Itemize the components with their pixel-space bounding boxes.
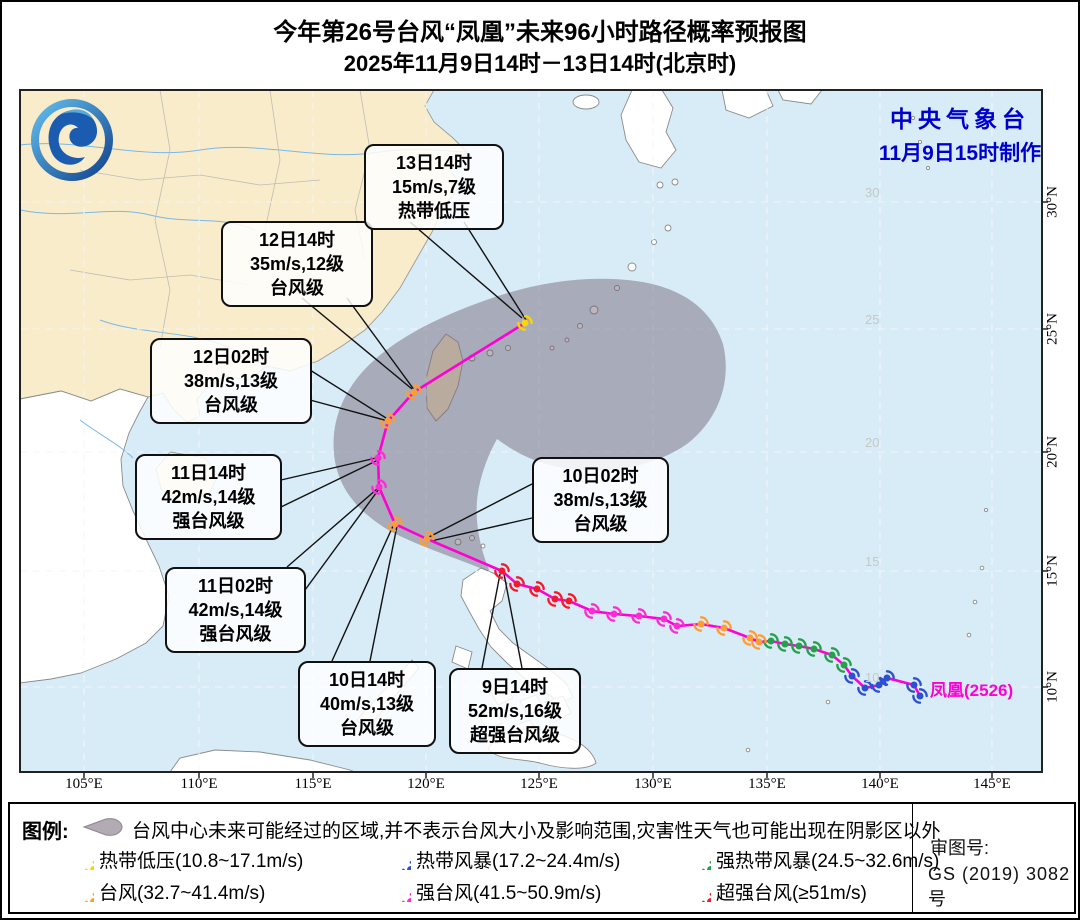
callout-time: 13日14时 bbox=[395, 153, 473, 173]
sts-icon bbox=[702, 861, 720, 879]
license-label: 审图号: bbox=[930, 838, 990, 858]
publisher-block: 中央气象台 11月9日15时制作 bbox=[860, 100, 1060, 167]
ssty-icon bbox=[702, 893, 720, 911]
lon-label: 105°E bbox=[65, 776, 103, 792]
callout-time: 9日14时 bbox=[481, 677, 549, 697]
legend-item-ty: 台风(32.7~41.4m/s) bbox=[78, 878, 266, 911]
callout-12d14h: 12日14时 35m/s,12级 台风级 bbox=[221, 221, 373, 307]
lat-label: 25°N bbox=[1044, 313, 1061, 345]
callout-level: 台风级 bbox=[340, 718, 394, 738]
callout-leader-lines bbox=[280, 221, 533, 669]
svg-text:10: 10 bbox=[865, 670, 879, 685]
callout-wind: 42m/s,14级 bbox=[188, 600, 283, 620]
lon-label: 115°E bbox=[294, 776, 332, 792]
svg-text:30: 30 bbox=[865, 185, 879, 200]
svg-text:15: 15 bbox=[865, 554, 879, 569]
callout-9d14h: 9日14时 52m/s,16级 超强台风级 bbox=[449, 668, 581, 754]
callout-wind: 40m/s,13级 bbox=[319, 694, 415, 714]
japan-islands bbox=[572, 89, 823, 189]
lon-label: 135°E bbox=[748, 776, 786, 792]
map-region: 30 25 20 15 10 凤凰(2526) 中央气象台 11月9日15时制作 bbox=[19, 89, 1048, 778]
graticule bbox=[20, 90, 1042, 772]
ty-icon bbox=[85, 893, 103, 911]
callout-time: 11日02时 bbox=[197, 576, 274, 596]
callout-time: 10日14时 bbox=[328, 670, 406, 690]
callout-time: 11日14时 bbox=[170, 463, 247, 483]
lat-label: 15°N bbox=[1044, 555, 1061, 587]
callout-wind: 38m/s,13级 bbox=[553, 490, 648, 510]
callout-wind: 35m/s,12级 bbox=[249, 254, 345, 274]
legend-divider bbox=[912, 804, 913, 912]
taiwan-island bbox=[425, 333, 464, 422]
lon-label: 125°E bbox=[520, 776, 558, 792]
callout-11d02h: 11日02时 42m/s,14级 强台风级 bbox=[165, 567, 306, 653]
cone-note: 台风中心未来可能经过的区域,并不表示台风大小及影响范围,灾害性天气也可能出现在阴… bbox=[132, 821, 941, 842]
legend-title: 图例: bbox=[22, 821, 69, 843]
ts-icon bbox=[402, 861, 420, 879]
callout-13d14h: 13日14时 15m/s,7级 热带低压 bbox=[364, 144, 504, 230]
callout-level: 强台风级 bbox=[172, 511, 245, 531]
legend-item-sts: 强热带风暴(24.5~32.6m/s) bbox=[695, 846, 940, 879]
page-title: 今年第26号台风“凤凰”未来96小时路径概率预报图 bbox=[273, 19, 807, 46]
callout-level: 强台风级 bbox=[199, 624, 272, 644]
callout-level: 热带低压 bbox=[398, 201, 470, 221]
sty-icon bbox=[402, 893, 420, 911]
lon-label: 110°E bbox=[180, 776, 218, 792]
publish-time: 11月9日15时制作 bbox=[878, 142, 1042, 165]
lat-label: 10°N bbox=[1044, 671, 1061, 703]
callout-level: 台风级 bbox=[204, 395, 258, 415]
legend-label: 热带低压(10.8~17.1m/s) bbox=[99, 851, 304, 872]
map-canvas: 30 25 20 15 10 凤凰(2526) bbox=[19, 89, 1048, 778]
lon-label: 140°E bbox=[861, 776, 899, 792]
storm-name-label: 凤凰(2526) bbox=[930, 681, 1013, 700]
legend-label: 强台风(41.5~50.9m/s) bbox=[416, 883, 602, 904]
cone-icon bbox=[82, 818, 123, 836]
td-icon bbox=[85, 861, 103, 879]
inline-lat-labels: 30 25 20 15 10 bbox=[865, 185, 879, 685]
legend: 图例: 台风中心未来可能经过的区域,并不表示台风大小及影响范围,灾害性天气也可能… bbox=[8, 802, 1076, 914]
callout-time: 12日02时 bbox=[192, 347, 270, 367]
callout-wind: 15m/s,7级 bbox=[391, 177, 477, 197]
legend-label: 热带风暴(17.2~24.4m/s) bbox=[416, 851, 621, 872]
svg-text:20: 20 bbox=[865, 435, 879, 450]
callout-level: 台风级 bbox=[270, 278, 324, 298]
callout-time: 12日14时 bbox=[258, 230, 336, 250]
lon-label: 130°E bbox=[634, 776, 672, 792]
legend-item-ts: 热带风暴(17.2~24.4m/s) bbox=[395, 846, 621, 879]
callout-wind: 52m/s,16级 bbox=[467, 701, 563, 721]
lon-label: 120°E bbox=[407, 776, 445, 792]
legend-label: 强热带风暴(24.5~32.6m/s) bbox=[716, 851, 940, 872]
map-frame bbox=[19, 89, 1043, 773]
lat-label: 30°N bbox=[1044, 186, 1061, 218]
callout-11d14h: 11日14时 42m/s,14级 强台风级 bbox=[135, 454, 282, 540]
legend-label: 台风(32.7~41.4m/s) bbox=[99, 883, 266, 904]
callout-12d02h: 12日02时 38m/s,13级 台风级 bbox=[150, 338, 312, 424]
typhoon-track bbox=[370, 315, 928, 704]
callout-wind: 42m/s,14级 bbox=[161, 487, 256, 507]
callout-10d02h: 10日02时 38m/s,13级 台风级 bbox=[532, 457, 669, 543]
callout-wind: 38m/s,13级 bbox=[183, 371, 279, 391]
page-subtitle: 2025年11月9日14时－13日14时(北京时) bbox=[343, 51, 737, 76]
publisher-name: 中央气象台 bbox=[890, 106, 1030, 132]
legend-item-td: 热带低压(10.8~17.1m/s) bbox=[78, 846, 304, 879]
callout-level: 台风级 bbox=[573, 514, 628, 534]
legend-item-sty: 强台风(41.5~50.9m/s) bbox=[395, 878, 602, 911]
callout-level: 超强台风级 bbox=[470, 725, 560, 745]
svg-text:25: 25 bbox=[865, 312, 879, 327]
legend-item-ssty: 超强台风(≥51m/s) bbox=[695, 878, 867, 911]
legend-label: 超强台风(≥51m/s) bbox=[716, 883, 867, 904]
callout-10d14h: 10日14时 40m/s,13级 台风级 bbox=[298, 661, 436, 747]
probability-cone bbox=[333, 278, 726, 572]
license-number: GS (2019) 3082号 bbox=[928, 864, 1071, 909]
lat-label: 20°N bbox=[1044, 436, 1061, 468]
lon-label: 145°E bbox=[973, 776, 1011, 792]
cma-logo-icon bbox=[31, 99, 113, 181]
callout-time: 10日02时 bbox=[562, 466, 639, 486]
